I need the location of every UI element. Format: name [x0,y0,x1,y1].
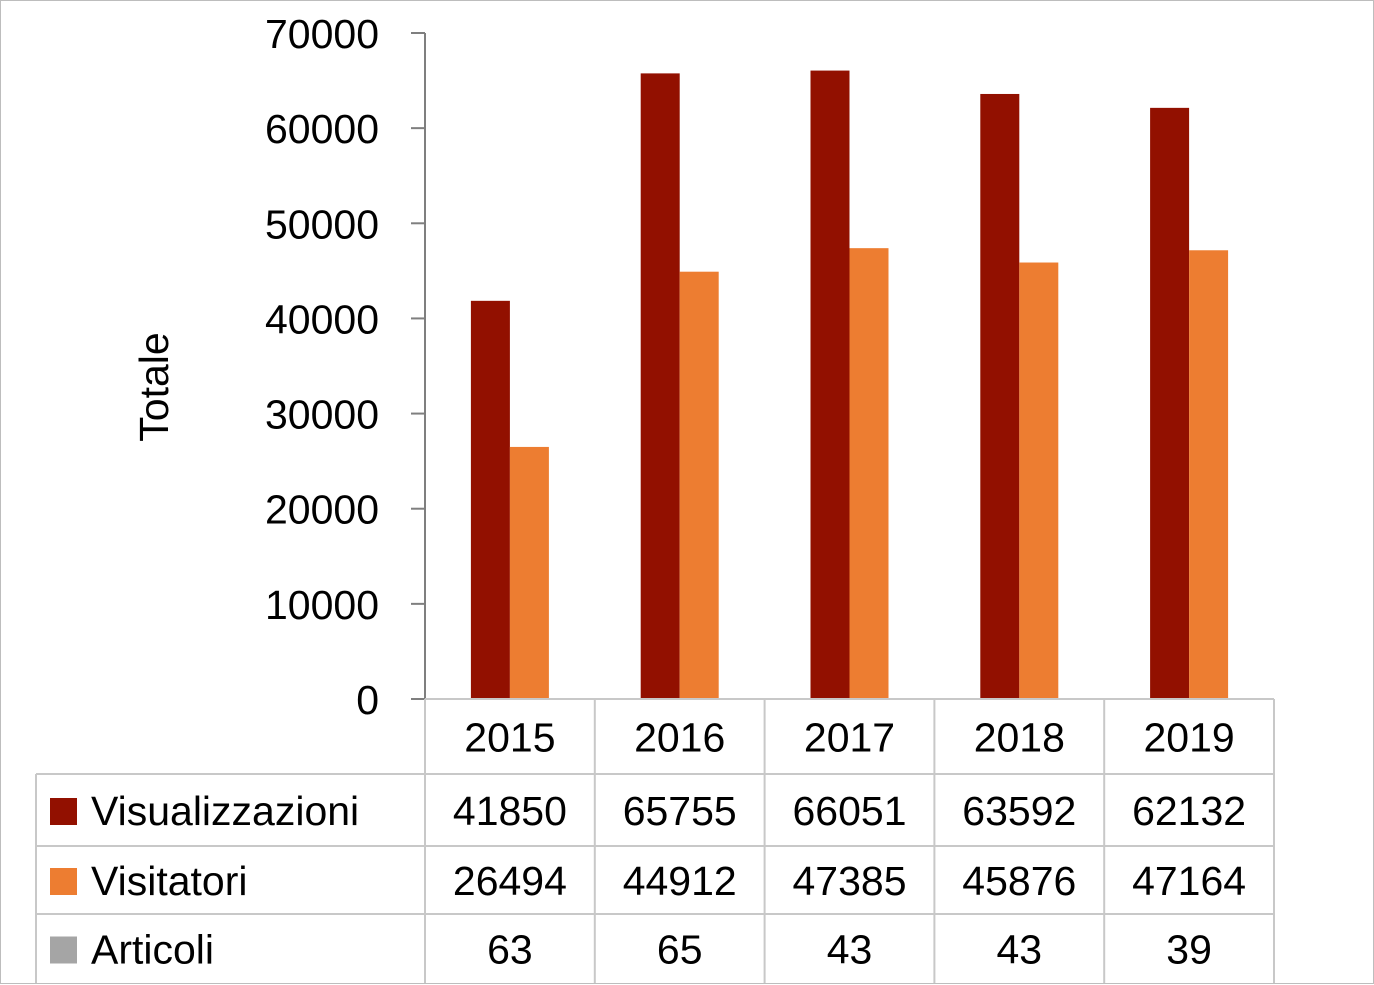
y-tick-label: 0 [356,677,379,723]
legend-label: Visitatori [91,858,247,904]
legend-swatch [50,798,77,825]
data-table-cell: 65755 [623,788,737,834]
bars-group [470,70,1229,700]
legend-swatch [50,868,77,895]
bar-visitatori-2016 [679,271,719,699]
data-table-cell: 63592 [962,788,1076,834]
y-tick-label: 20000 [265,487,379,533]
data-table-cell: 43 [996,927,1042,973]
y-tick-label: 60000 [265,106,379,152]
data-table-cell: 44912 [623,858,737,904]
data-table: 2015 2016 2017 2018 2019 Visualizzazioni 41850… [35,698,1275,983]
data-table-cell: 66051 [792,788,906,834]
data-table-cell: 62132 [1132,788,1246,834]
data-table-cell: 63 [487,927,533,973]
x-category-label: 2017 [804,715,895,761]
y-tick-label: 40000 [265,296,379,342]
bar-visitatori-2015 [509,446,549,699]
y-tick-label: 30000 [265,392,379,438]
data-table-cell: 47164 [1132,858,1246,904]
bar-visualizzazioni-2018 [980,93,1020,700]
x-category-label: 2016 [634,715,725,761]
bar-visualizzazioni-2017 [810,70,850,700]
x-category-label: 2015 [464,715,555,761]
y-axis-title: Totale [131,332,177,441]
bar-visitatori-2017 [849,248,889,699]
data-table-cell: 47385 [792,858,906,904]
x-category-label: 2018 [974,715,1065,761]
bar-visitatori-2018 [1019,262,1059,699]
data-table-cell: 39 [1166,927,1212,973]
bar-visualizzazioni-2019 [1150,107,1190,699]
data-table-cell: 43 [827,927,873,973]
data-table-cell: 41850 [453,788,567,834]
legend-label: Articoli [91,927,214,973]
y-tick-label: 70000 [265,11,379,57]
data-table-cell: 26494 [453,858,567,904]
y-tick-label: 10000 [265,582,379,628]
legend-swatch [50,936,77,964]
bar-visitatori-2019 [1189,250,1229,699]
y-tick-label: 50000 [265,201,379,247]
bar-visualizzazioni-2015 [470,300,510,699]
legend-label: Visualizzazioni [91,788,359,834]
x-category-label: 2019 [1143,715,1234,761]
y-axis: 0 10000 20000 30000 40000 50000 60000 70000 [265,11,426,723]
bar-visualizzazioni-2016 [640,73,680,700]
data-table-cell: 45876 [962,858,1076,904]
data-table-cell: 65 [657,927,703,973]
